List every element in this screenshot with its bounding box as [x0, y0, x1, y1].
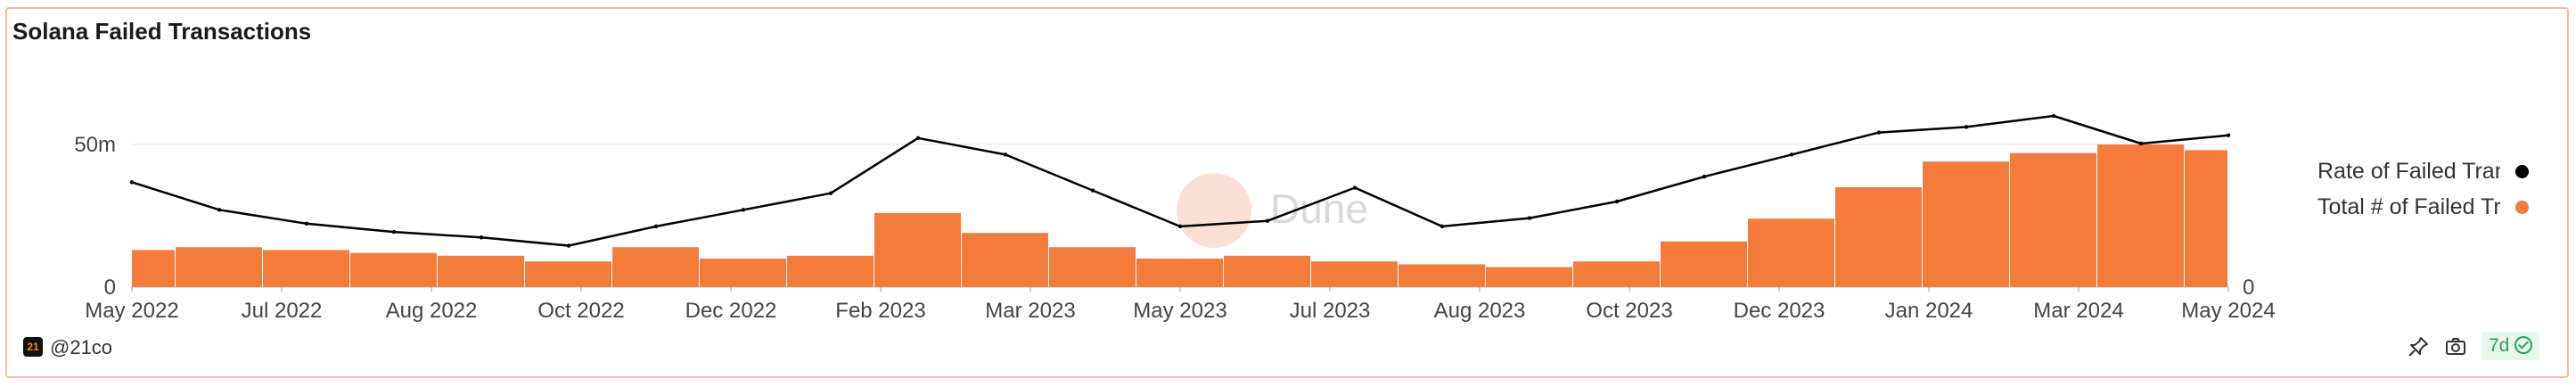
- bar-total-failed: [874, 212, 961, 287]
- x-tick-label: May 2022: [85, 299, 178, 323]
- check-circle-icon: [2514, 336, 2533, 354]
- x-tick-label: Mar 2023: [985, 299, 1075, 323]
- y-tick-label: 50m: [74, 133, 116, 157]
- x-tick-label: Oct 2023: [1586, 299, 1672, 323]
- refresh-badge-label: 7d: [2489, 335, 2510, 356]
- bar-total-failed: [1486, 267, 1572, 287]
- bar-total-failed: [1311, 261, 1398, 287]
- bar-total-failed: [2097, 144, 2184, 287]
- x-tick-label: Jul 2022: [242, 299, 323, 323]
- bar-total-failed: [438, 255, 524, 287]
- watermark-logo: [1177, 173, 1251, 248]
- bar-total-failed: [1399, 264, 1485, 287]
- x-tick-label: Aug 2022: [386, 299, 478, 323]
- bar-total-failed: [1923, 161, 2009, 287]
- x-tick-label: Dec 2023: [1734, 299, 1825, 323]
- bar-total-failed: [787, 255, 874, 287]
- bar-total-failed: [2010, 152, 2096, 287]
- bar-total-failed: [263, 250, 349, 287]
- x-tick-label: Oct 2022: [537, 299, 624, 323]
- bar-total-failed: [700, 259, 786, 287]
- x-tick-label: Aug 2023: [1434, 299, 1526, 323]
- bar-total-failed: [2185, 150, 2227, 287]
- bar-total-failed: [1136, 259, 1223, 287]
- legend-item-rate[interactable]: Rate of Failed Tran: [2309, 159, 2531, 194]
- x-tick-label: May 2024: [2181, 299, 2275, 323]
- legend-dot-total: [2515, 201, 2529, 214]
- bar-total-failed: [350, 252, 437, 287]
- legend-label-total: Total # of Failed Tr: [2318, 194, 2500, 219]
- refresh-badge[interactable]: 7d: [2482, 332, 2540, 360]
- chart-title: Solana Failed Transactions: [12, 18, 312, 45]
- legend-label-rate: Rate of Failed Tran: [2318, 159, 2500, 184]
- bar-total-failed: [132, 250, 175, 287]
- x-tick-label: Mar 2024: [2033, 299, 2123, 323]
- watermark-text: Dune: [1270, 185, 1368, 232]
- bar-total-failed: [176, 247, 262, 287]
- camera-icon[interactable]: [2444, 335, 2467, 358]
- bar-total-failed: [1049, 247, 1136, 287]
- bar-total-failed: [1224, 255, 1310, 287]
- bar-total-failed: [1835, 187, 1922, 287]
- x-tick-label: Jul 2023: [1290, 299, 1371, 323]
- bar-total-failed: [1748, 218, 1834, 287]
- y-right-tick-label: 0: [2243, 276, 2254, 300]
- series-line-rate-failed: [131, 114, 2229, 247]
- chart-actions: 7d: [2407, 332, 2558, 360]
- x-tick-label: Jan 2024: [1885, 299, 1973, 323]
- bar-total-failed: [1573, 261, 1660, 287]
- x-tick-label: May 2023: [1133, 299, 1226, 323]
- pin-icon[interactable]: [2407, 335, 2430, 358]
- bar-total-failed: [1661, 241, 1747, 287]
- y-tick-label: 0: [104, 276, 116, 300]
- chart-legend: Rate of Failed Tran Total # of Failed Tr: [2309, 159, 2531, 230]
- x-tick-label: Dec 2022: [685, 299, 777, 323]
- x-tick-label: Feb 2023: [835, 299, 925, 323]
- creator-handle[interactable]: @21co: [50, 336, 113, 358]
- bar-total-failed: [525, 261, 611, 287]
- bar-total-failed: [612, 247, 699, 287]
- bar-total-failed: [962, 233, 1048, 287]
- legend-item-total[interactable]: Total # of Failed Tr: [2309, 194, 2531, 230]
- creator-logo: 21: [23, 337, 43, 357]
- legend-dot-rate: [2515, 165, 2529, 178]
